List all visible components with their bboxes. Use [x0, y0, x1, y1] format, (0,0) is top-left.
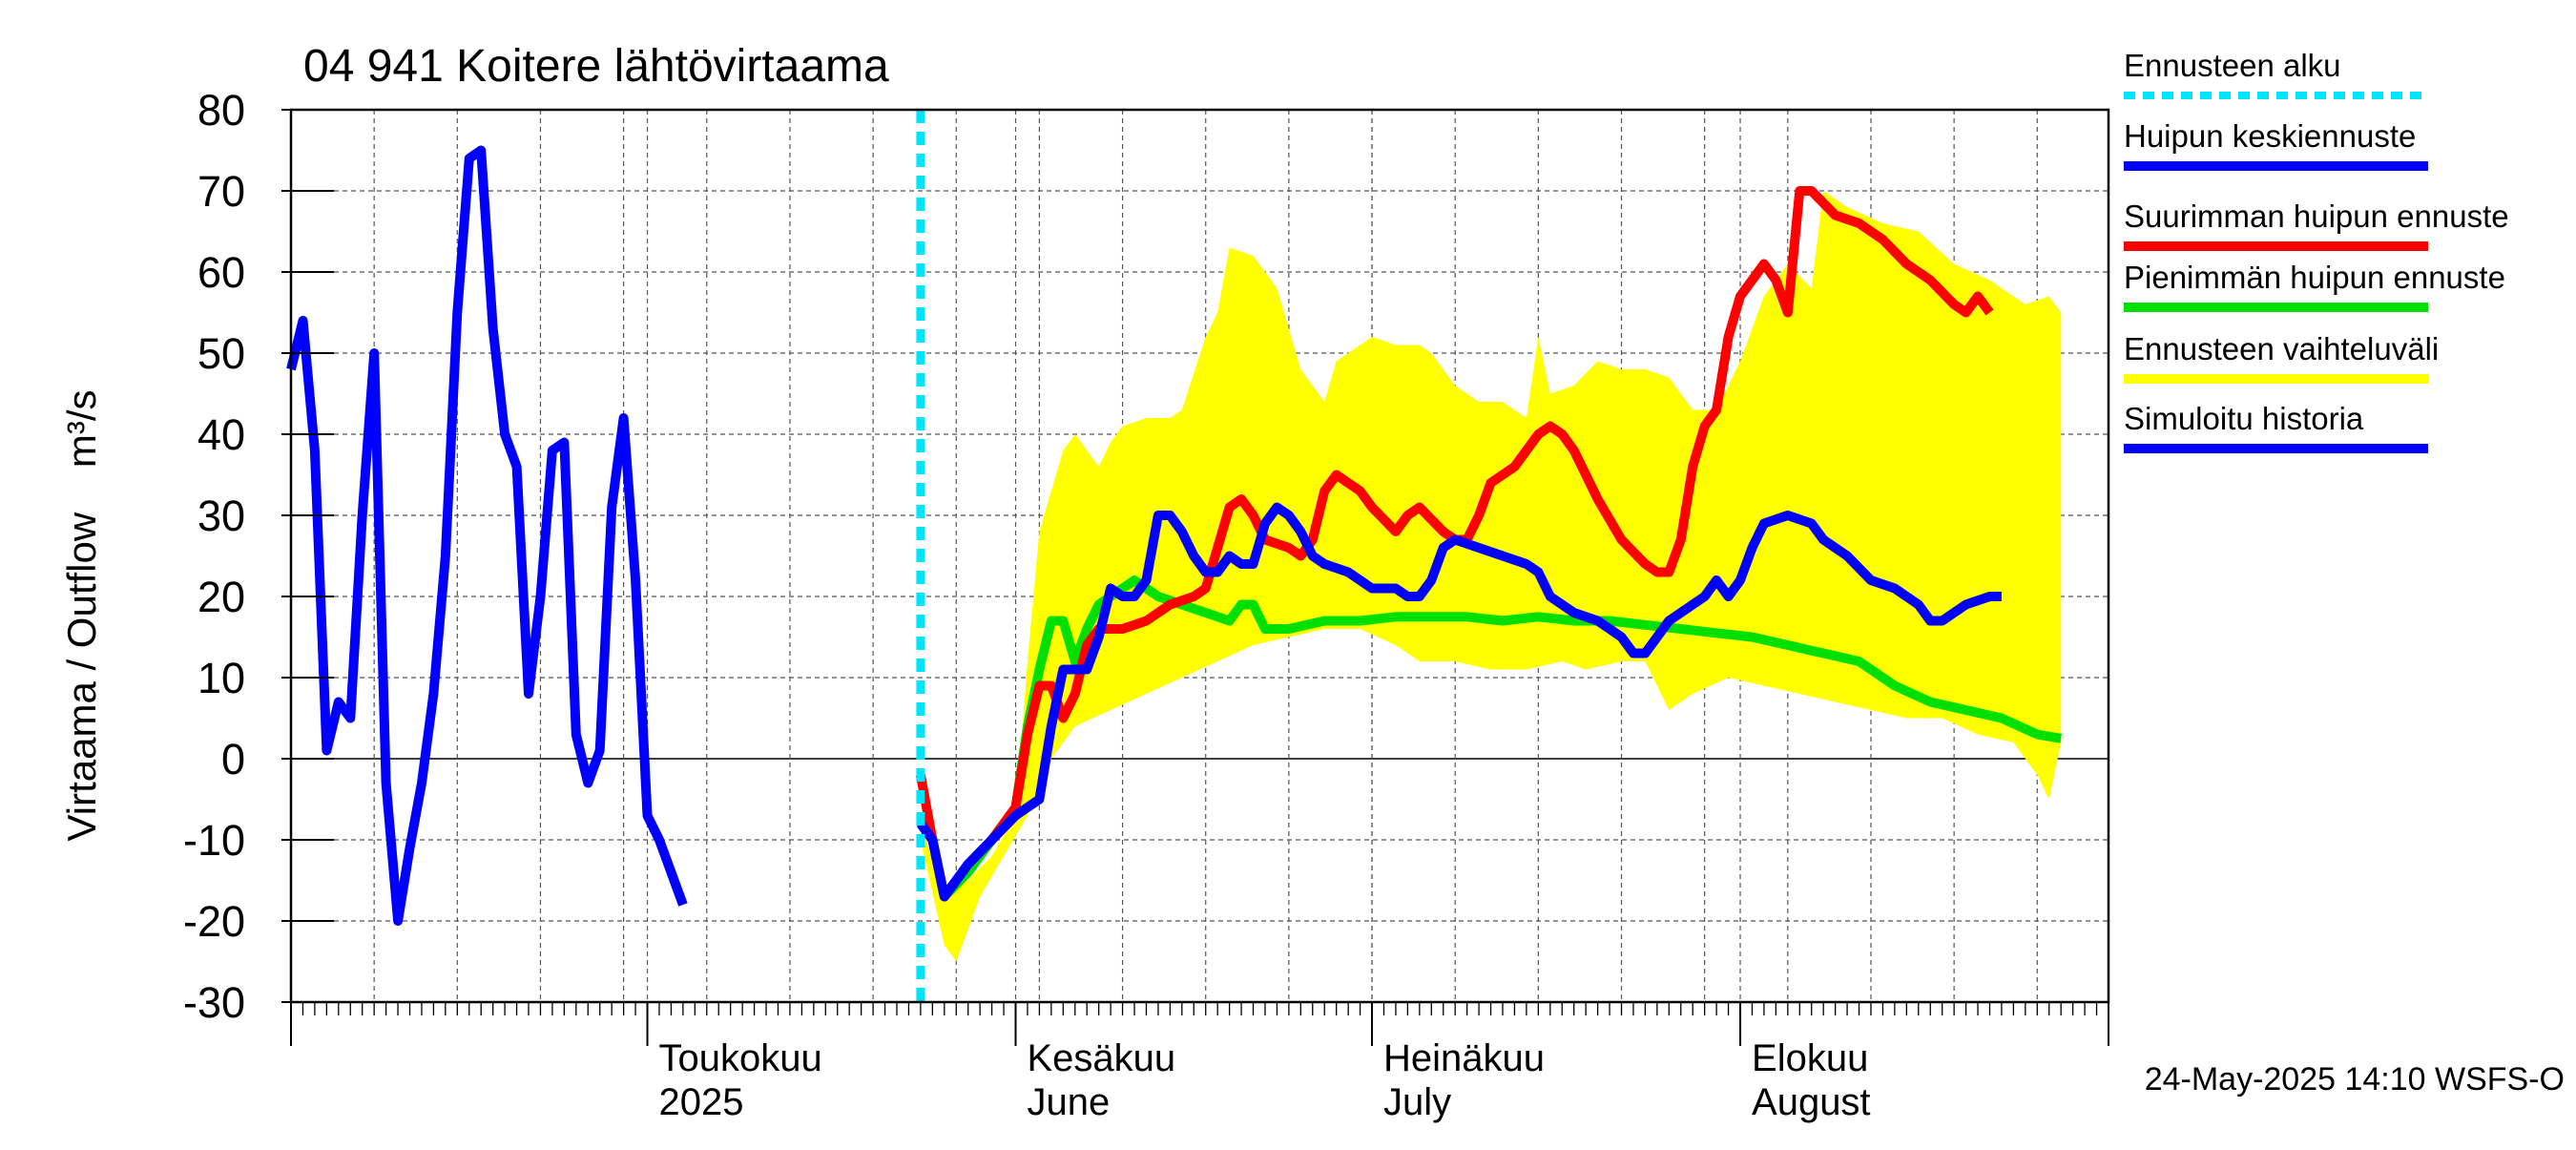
legend-label: Pienimmän huipun ennuste	[2124, 260, 2505, 295]
y-tick-label: 50	[197, 329, 245, 378]
series-layer	[286, 145, 2063, 926]
x-month-label-english: June	[1028, 1081, 1111, 1123]
y-tick-label: 60	[197, 248, 245, 297]
legend-label: Ennusteen alku	[2124, 48, 2341, 83]
y-tick-label: 70	[197, 167, 245, 216]
x-month-label: Toukokuu	[659, 1037, 822, 1079]
footer-timestamp: 24-May-2025 14:10 WSFS-O	[2145, 1061, 2565, 1098]
forecast-band-layer	[920, 191, 2062, 962]
forecast-range-band	[920, 191, 2062, 962]
y-tick-label: 40	[197, 410, 245, 459]
y-tick-label: -10	[183, 816, 245, 865]
x-month-label: Heinäkuu	[1383, 1037, 1545, 1079]
mean-peak-forecast-line	[916, 502, 2002, 902]
legend: Ennusteen alku Huipun keskiennuste Suurimm…	[2124, 48, 2509, 453]
legend-label: Simuloitu historia	[2124, 401, 2364, 436]
y-axis-label: Virtaama / Outflow m³/s	[59, 389, 104, 841]
x-month-label-english: August	[1752, 1081, 1871, 1123]
legend-label: Huipun keskiennuste	[2124, 118, 2416, 154]
simulated-history-line	[286, 145, 688, 926]
y-tick-label: 30	[197, 491, 245, 540]
y-tick-label: 20	[197, 573, 245, 621]
x-month-label-english: 2025	[659, 1081, 744, 1123]
y-tick-label: -30	[183, 978, 245, 1027]
plot-frame	[289, 108, 2110, 1004]
chart-title: 04 941 Koitere lähtövirtaama	[303, 41, 889, 92]
min-peak-forecast-line	[916, 575, 2063, 902]
y-tick-label: 80	[197, 86, 245, 135]
x-month-label-english: July	[1383, 1081, 1451, 1123]
x-month-label: Kesäkuu	[1028, 1037, 1176, 1079]
y-tick-label: -20	[183, 897, 245, 946]
legend-label: Ennusteen vaihteluväli	[2124, 331, 2439, 366]
x-month-label: Elokuu	[1752, 1037, 1868, 1079]
y-tick-label: 0	[221, 735, 245, 784]
y-tick-labels: -30 -20 -10 0 10 20 30 40 50 60 70 80	[183, 86, 245, 1027]
y-tick-label: 10	[197, 654, 245, 702]
legend-label: Suurimman huipun ennuste	[2124, 199, 2509, 234]
axes	[281, 108, 2110, 1046]
